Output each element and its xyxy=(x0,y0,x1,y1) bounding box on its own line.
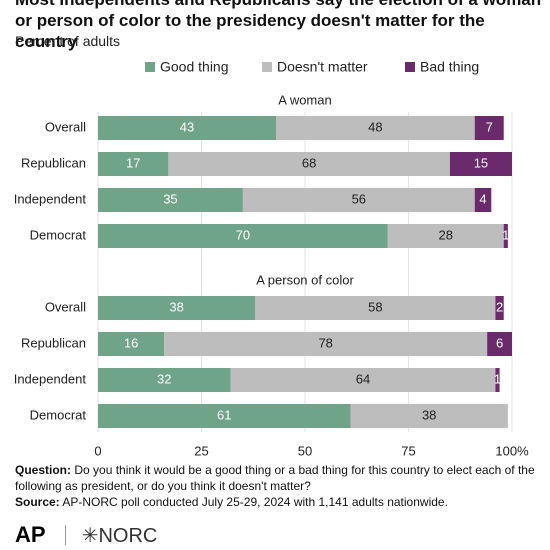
bar-segment xyxy=(98,404,351,428)
category-label: Overall xyxy=(45,119,86,134)
value-label: 70 xyxy=(236,227,250,242)
value-label: 32 xyxy=(157,371,171,386)
bar-segment xyxy=(98,116,277,140)
bar-segment xyxy=(474,116,504,140)
category-label: Independent xyxy=(14,191,87,206)
chart: 0 25 50 75 100% Good thing Doesn't matter Bad t… xyxy=(14,59,529,459)
bar-segment xyxy=(98,188,243,212)
bar-segment xyxy=(98,368,231,392)
value-label: 16 xyxy=(124,335,138,350)
bar-segment xyxy=(242,188,475,212)
value-label: 48 xyxy=(368,119,382,134)
divider xyxy=(65,525,67,545)
logo-norc: NORC xyxy=(98,525,158,547)
x-tick-label: 100% xyxy=(495,443,529,458)
question-label: Question: xyxy=(15,463,71,477)
bar-segment xyxy=(98,224,388,248)
bar-segment xyxy=(255,296,496,320)
bar-segment xyxy=(98,152,169,176)
value-label: 68 xyxy=(302,155,316,170)
bar-segment xyxy=(276,116,475,140)
legend-swatch xyxy=(262,62,272,72)
x-tick-label: 75 xyxy=(401,443,415,458)
bar-segment xyxy=(164,332,488,356)
value-label: 7 xyxy=(486,119,493,134)
value-label: 1 xyxy=(502,227,509,242)
question: Question: Do you think it would be a goo… xyxy=(15,462,540,494)
value-label: 43 xyxy=(180,119,194,134)
bar-segment xyxy=(350,404,508,428)
value-label: 15 xyxy=(474,155,488,170)
source-text: AP-NORC poll conducted July 25-29, 2024 … xyxy=(62,495,448,509)
x-tick-label: 50 xyxy=(298,443,312,458)
value-label: 78 xyxy=(318,335,332,350)
legend-label: Doesn't matter xyxy=(277,59,368,75)
value-label: 4 xyxy=(479,191,486,206)
x-tick-label: 25 xyxy=(194,443,208,458)
category-label: Overall xyxy=(45,299,86,314)
bar-segment xyxy=(495,368,500,392)
bar-segment xyxy=(474,188,492,212)
category-label: Republican xyxy=(21,155,86,170)
value-label: 17 xyxy=(126,155,140,170)
bar-segment xyxy=(487,332,512,356)
bar-segment xyxy=(98,296,256,320)
category-label: Republican xyxy=(21,335,86,350)
source: Source: AP-NORC poll conducted July 25-2… xyxy=(15,494,540,510)
value-label: 38 xyxy=(422,407,436,422)
value-label: 1 xyxy=(494,371,501,386)
value-label: 6 xyxy=(496,335,503,350)
category-label: Democrat xyxy=(30,407,87,422)
logo-star: ✳ xyxy=(81,525,99,547)
value-label: 35 xyxy=(163,191,177,206)
x-tick-label: 0 xyxy=(94,443,101,458)
bar-segment xyxy=(503,224,508,248)
panel-title: A person of color xyxy=(256,272,354,287)
value-label: 28 xyxy=(439,227,453,242)
bar-segment xyxy=(495,296,504,320)
notes: Question: Do you think it would be a goo… xyxy=(15,462,540,510)
legend-label: Bad thing xyxy=(420,59,479,75)
bar-segment xyxy=(168,152,450,176)
legend-swatch xyxy=(405,62,415,72)
value-label: 61 xyxy=(217,407,231,422)
bar-segment xyxy=(449,152,512,176)
logos: AP ✳NORC xyxy=(15,522,157,548)
category-label: Independent xyxy=(14,371,87,386)
panel-title: A woman xyxy=(278,92,331,107)
value-label: 2 xyxy=(496,299,503,314)
source-label: Source: xyxy=(15,495,60,509)
bar-segment xyxy=(230,368,496,392)
subtitle: Percent of adults xyxy=(15,33,121,49)
value-label: 38 xyxy=(169,299,183,314)
legend-label: Good thing xyxy=(160,59,229,75)
value-label: 56 xyxy=(352,191,366,206)
question-text: Do you think it would be a good thing or… xyxy=(15,463,535,493)
title: Most Independents and Republicans say th… xyxy=(15,0,541,51)
category-label: Democrat xyxy=(30,227,87,242)
value-label: 58 xyxy=(368,299,382,314)
logo-ap: AP xyxy=(15,522,46,547)
bar-segment xyxy=(98,332,165,356)
bar-segment xyxy=(387,224,504,248)
legend-swatch xyxy=(145,62,155,72)
value-label: 64 xyxy=(356,371,370,386)
